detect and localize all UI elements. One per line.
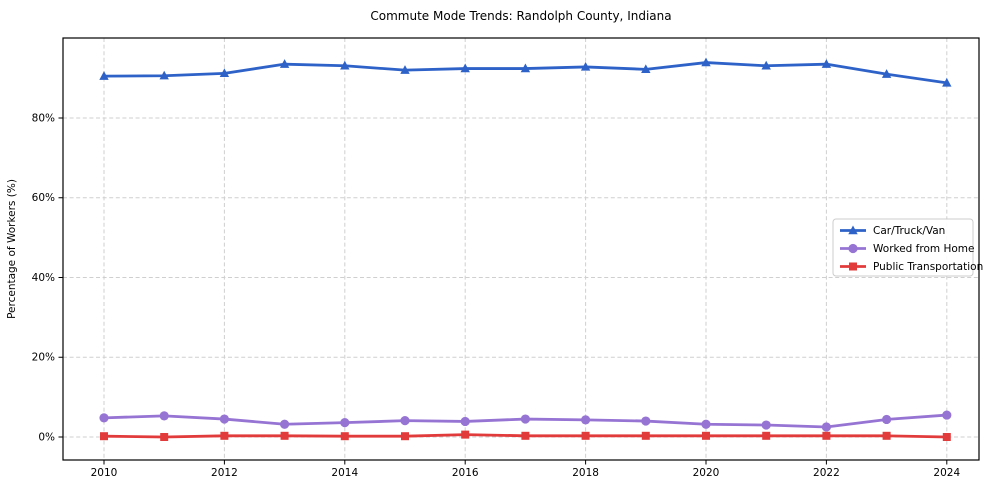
data-point-marker	[279, 59, 290, 68]
data-point-marker	[942, 77, 952, 87]
data-point-marker	[460, 63, 470, 73]
data-point-marker	[641, 64, 651, 74]
data-point-marker	[882, 414, 892, 425]
x-tick-label: 2010	[91, 467, 118, 479]
data-point-marker	[159, 411, 169, 421]
data-point-marker	[821, 422, 832, 432]
data-point-marker	[848, 225, 858, 235]
data-point-marker	[641, 416, 651, 426]
y-tick-label: 80%	[32, 112, 55, 124]
x-tick-label: 2012	[211, 467, 238, 479]
data-point-marker	[848, 243, 858, 254]
data-point-marker	[701, 419, 711, 429]
y-tick-label: 0%	[38, 431, 55, 443]
data-point-marker	[762, 431, 771, 440]
data-point-marker	[761, 60, 771, 70]
data-point-marker	[400, 65, 410, 74]
axis-ticks: 2010 2012 2014 2016 2018 2020 2022 2024 0% 20% 40%…	[32, 112, 961, 479]
x-tick-label: 2022	[813, 467, 840, 479]
data-point-marker	[340, 60, 350, 70]
legend-item-public-transportation: Public Transportation	[840, 261, 983, 273]
plot-border	[62, 37, 980, 461]
series-car-truck-van	[99, 57, 952, 87]
data-point-marker	[581, 431, 590, 440]
data-point-marker	[219, 414, 229, 424]
legend-label: Worked from Home	[873, 243, 974, 255]
data-point-marker	[761, 420, 771, 430]
legend-item-car-truck-van: Car/Truck/Van	[840, 225, 945, 237]
data-point-marker	[220, 431, 229, 440]
x-tick-label: 2018	[572, 467, 599, 479]
data-point-marker	[520, 414, 531, 424]
legend-item-worked-from-home: Worked from Home	[840, 243, 974, 255]
legend-label: Public Transportation	[873, 261, 983, 273]
data-point-marker	[882, 431, 891, 440]
data-point-marker	[942, 433, 951, 441]
data-point-marker	[99, 71, 109, 80]
y-tick-label: 60%	[32, 192, 55, 204]
data-point-marker	[521, 431, 530, 440]
data-point-marker	[159, 70, 169, 80]
data-point-marker	[280, 431, 289, 440]
legend-label: Car/Truck/Van	[873, 225, 945, 237]
x-tick-label: 2014	[331, 467, 358, 479]
data-point-marker	[580, 61, 591, 71]
plot-layer: 2010 2012 2014 2016 2018 2020 2022 2024 0% 20% 40%…	[32, 37, 983, 479]
x-tick-label: 2016	[452, 467, 479, 479]
data-point-marker	[400, 416, 410, 426]
data-point-marker	[942, 410, 952, 420]
data-point-marker	[520, 63, 531, 73]
y-axis-title: Percentage of Workers (%)	[6, 179, 18, 319]
data-point-marker	[100, 432, 108, 441]
data-point-marker	[401, 432, 409, 441]
data-point-marker	[461, 430, 470, 439]
legend-box	[832, 218, 974, 277]
data-point-marker	[821, 59, 832, 68]
data-point-marker	[581, 415, 591, 425]
series-worked-from-home	[99, 410, 952, 432]
data-point-marker	[160, 433, 169, 441]
legend: Car/Truck/Van Worked from Home Public Tran…	[832, 218, 983, 277]
data-point-marker	[702, 431, 710, 440]
data-point-marker	[460, 416, 470, 427]
y-tick-label: 40%	[32, 272, 55, 284]
data-point-marker	[641, 431, 650, 440]
x-tick-label: 2020	[693, 467, 720, 479]
data-point-marker	[99, 413, 109, 423]
data-point-marker	[822, 431, 831, 440]
x-tick-label: 2024	[933, 467, 960, 479]
data-point-marker	[340, 418, 350, 428]
data-point-marker	[849, 262, 857, 271]
data-point-marker	[701, 57, 711, 67]
data-point-marker	[881, 69, 892, 78]
series-public-transportation	[100, 430, 951, 441]
data-point-marker	[280, 419, 290, 429]
y-tick-label: 20%	[32, 352, 55, 364]
data-point-marker	[340, 432, 349, 441]
data-point-marker	[219, 68, 230, 78]
chart-title: Commute Mode Trends: Randolph County, In…	[370, 9, 671, 23]
